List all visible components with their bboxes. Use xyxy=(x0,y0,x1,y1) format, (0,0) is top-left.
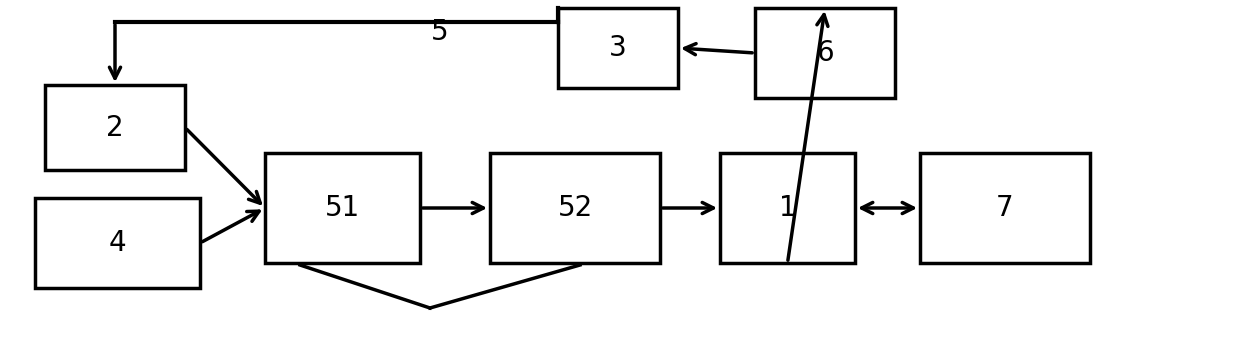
Bar xyxy=(558,8,678,88)
Text: 51: 51 xyxy=(325,194,360,222)
Bar xyxy=(45,85,185,170)
Text: 6: 6 xyxy=(816,39,833,67)
Bar xyxy=(490,153,660,263)
Text: 3: 3 xyxy=(609,34,627,62)
Text: 7: 7 xyxy=(996,194,1014,222)
Text: 4: 4 xyxy=(109,229,126,257)
Text: 1: 1 xyxy=(779,194,796,222)
Text: 52: 52 xyxy=(557,194,593,222)
Text: 5: 5 xyxy=(432,18,449,46)
Bar xyxy=(265,153,420,263)
Text: 2: 2 xyxy=(107,113,124,142)
Bar xyxy=(35,198,200,288)
Bar xyxy=(720,153,856,263)
Bar xyxy=(755,8,895,98)
Bar xyxy=(920,153,1090,263)
